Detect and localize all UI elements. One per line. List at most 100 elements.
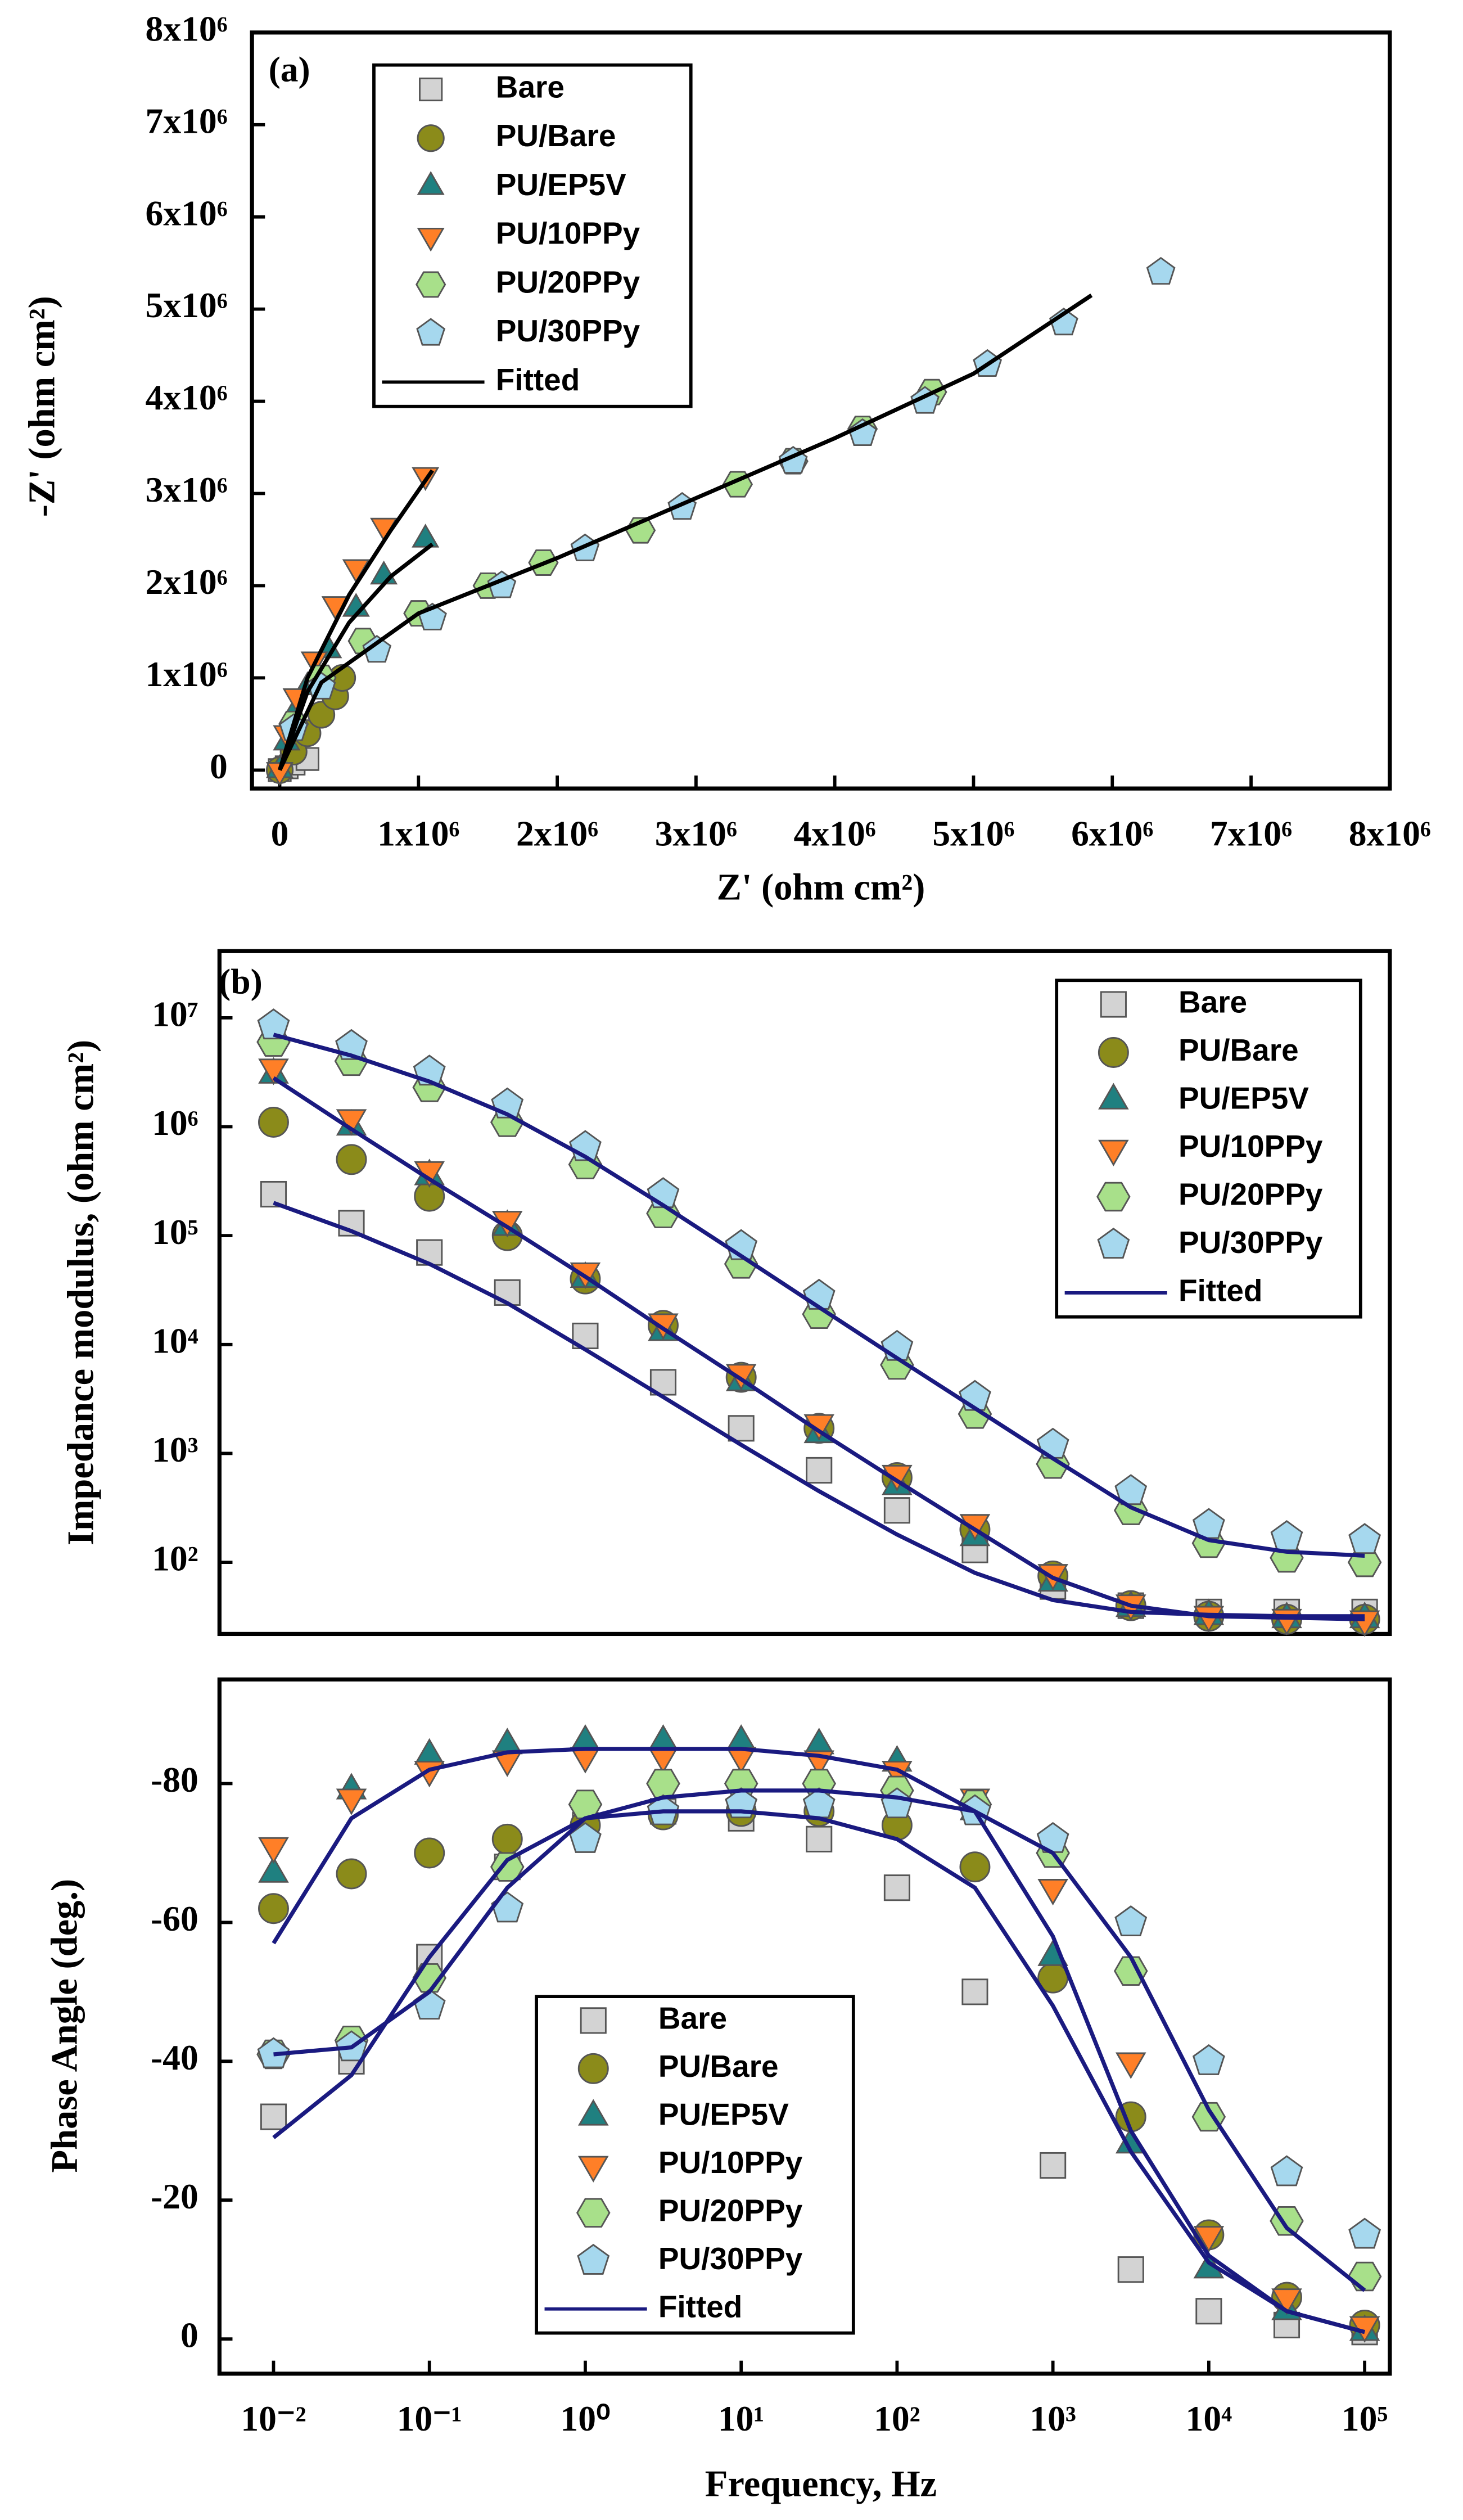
data-point (648, 1724, 679, 1751)
data-point (883, 1497, 910, 1524)
legend-marker (417, 124, 445, 152)
y-tick-label: 10⁵ (152, 1212, 198, 1252)
legend-marker (577, 2053, 609, 2084)
legend-label: PU/10PPy (658, 2145, 803, 2180)
y-tick-label: -80 (151, 1760, 198, 1800)
legend-label: PU/30PPy (496, 313, 640, 348)
data-point (1348, 2217, 1381, 2249)
data-point (258, 1856, 289, 1883)
fitted-line (278, 469, 434, 771)
x-tick-label: 5x10⁶ (932, 813, 1014, 853)
x-tick-label: 10⁻¹ (397, 2399, 462, 2438)
data-point (1117, 2256, 1144, 2283)
data-point (1146, 256, 1176, 285)
y-tick-label: 1x10⁶ (146, 654, 228, 694)
data-point (258, 1837, 289, 1864)
legend-label: Fitted (496, 362, 580, 397)
data-point (1270, 2155, 1303, 2187)
legend-marker (1098, 1037, 1129, 1068)
data-point (1193, 2226, 1225, 2253)
data-point (570, 1724, 601, 1751)
y-tick-label: 8x10⁶ (146, 8, 228, 48)
data-point (336, 1858, 367, 1890)
fitted-line (278, 294, 1093, 771)
y-axis-label: Phase Angle (deg.) (44, 1879, 85, 2173)
legend-label: PU/30PPy (658, 2241, 803, 2276)
data-point (265, 762, 294, 786)
legend-label: Bare (658, 2000, 727, 2035)
data-point (1114, 1905, 1148, 1937)
fitted-line (272, 1747, 1366, 2334)
legend-label: PU/30PPy (1178, 1225, 1323, 1260)
y-tick-label: 7x10⁶ (146, 101, 228, 141)
y-tick-label: 10² (152, 1539, 198, 1579)
data-point (491, 1728, 523, 1755)
legend-marker (577, 2243, 610, 2275)
plot-frame (217, 949, 1392, 1637)
fitted-line (272, 1809, 1366, 2334)
data-point (725, 1724, 757, 1751)
x-tick-label: 10⁴ (1186, 2399, 1232, 2438)
x-tick-label: 1x10⁶ (377, 813, 459, 853)
legend-marker (1097, 1228, 1130, 1259)
legend-marker (419, 77, 443, 102)
legend-marker (1098, 1083, 1129, 1110)
data-point (848, 418, 877, 446)
data-point (307, 701, 336, 729)
panel-label: (a) (269, 49, 310, 89)
data-point (961, 1978, 988, 2005)
legend-marker (416, 318, 446, 346)
legend-label: Bare (496, 70, 565, 105)
y-tick-label: 2x10⁶ (146, 562, 228, 602)
y-tick-label: -60 (151, 1899, 198, 1939)
y-tick-label: 10⁷ (152, 994, 198, 1034)
legend-marker (417, 228, 445, 252)
data-point (728, 1415, 755, 1442)
data-point (260, 2103, 287, 2130)
x-tick-label: 10¹ (718, 2399, 765, 2438)
data-point (336, 1788, 367, 1815)
data-point (802, 1278, 836, 1310)
data-point (1037, 1878, 1068, 1906)
y-tick-label: 5x10⁶ (146, 285, 228, 325)
data-point (1114, 1474, 1148, 1505)
data-point (570, 1747, 601, 1774)
y-tick-label: 10⁶ (152, 1103, 198, 1143)
legend-label: PU/10PPy (496, 216, 640, 251)
legend-label: PU/10PPy (1178, 1129, 1323, 1164)
y-tick-label: -40 (151, 2037, 198, 2077)
legend-marker (577, 2099, 609, 2126)
legend-marker (417, 171, 445, 195)
data-point (412, 524, 440, 548)
data-point (260, 1180, 287, 1208)
data-point (883, 1874, 910, 1901)
x-tick-label: 0 (271, 813, 289, 853)
legend-label: PU/EP5V (496, 167, 626, 202)
y-tick-label: -20 (151, 2176, 198, 2216)
data-point (806, 1825, 833, 1852)
y-tick-label: 0 (210, 746, 228, 786)
legend-label: PU/Bare (658, 2049, 779, 2084)
plot-frame (217, 1677, 1392, 2376)
legend-label: PU/Bare (496, 118, 616, 153)
data-point (362, 634, 392, 663)
legend-label: Bare (1178, 984, 1247, 1019)
data-point (803, 1728, 834, 1755)
data-point (648, 1747, 679, 1774)
y-tick-label: 3x10⁶ (146, 470, 228, 510)
data-point (1348, 1523, 1381, 1554)
legend-label: Fitted (1178, 1273, 1262, 1308)
data-point (647, 1177, 680, 1209)
data-point (959, 1380, 991, 1411)
data-point (1040, 2152, 1067, 2179)
data-point (258, 1058, 289, 1085)
y-axis-label: -Z' (ohm cm²) (21, 296, 62, 517)
data-point (414, 1738, 445, 1765)
legend-label: PU/EP5V (658, 2097, 789, 2131)
x-axis-label: Frequency, Hz (705, 2463, 937, 2504)
data-point (1270, 1520, 1303, 1552)
data-point (959, 1851, 991, 1883)
data-point (1113, 1956, 1148, 1986)
x-tick-label: 2x10⁶ (516, 813, 598, 853)
